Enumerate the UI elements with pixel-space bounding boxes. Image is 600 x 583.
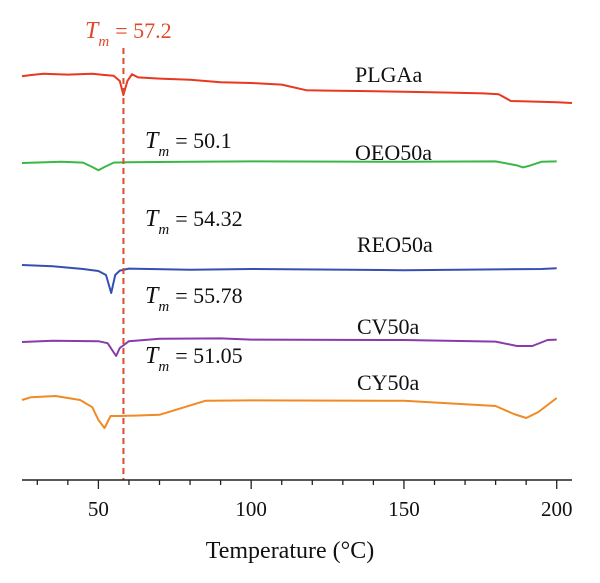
series-line-CY50a: [21, 395, 558, 429]
series-line-REO50a: [21, 264, 557, 294]
tm-label-CV50a: Tm = 55.78: [145, 283, 243, 315]
tm-reference-label: Tm = 57.2: [85, 18, 172, 50]
series-label-CY50a: CY50a: [357, 370, 420, 395]
series-label-REO50a: REO50a: [357, 232, 433, 257]
x-tick-label: 200: [541, 497, 573, 521]
tm-label-REO50a: Tm = 54.32: [145, 206, 243, 238]
label-layer: PLGAa OEO50a Tm = 50.1 REO50a Tm = 54.32 CV50a T…: [145, 62, 433, 395]
x-axis-label: Temperature (°C): [206, 538, 375, 564]
reference-line-layer: Tm = 57.2: [85, 18, 172, 480]
tm-label-OEO50a: Tm = 50.1: [145, 128, 232, 160]
x-axis: 50 100 150 200: [22, 479, 573, 521]
series-label-CV50a: CV50a: [357, 314, 420, 339]
series-label-OEO50a: OEO50a: [355, 140, 432, 165]
series-layer: [21, 72, 573, 429]
series-line-OEO50a: [21, 160, 557, 172]
tm-label-CY50a: Tm = 51.05: [145, 343, 243, 375]
series-line-CV50a: [21, 337, 557, 357]
x-tick-label: 100: [235, 497, 267, 521]
series-label-PLGAa: PLGAa: [355, 62, 422, 87]
x-tick-label: 50: [88, 497, 109, 521]
x-tick-label: 150: [388, 497, 420, 521]
series-line-PLGAa: [21, 72, 573, 104]
